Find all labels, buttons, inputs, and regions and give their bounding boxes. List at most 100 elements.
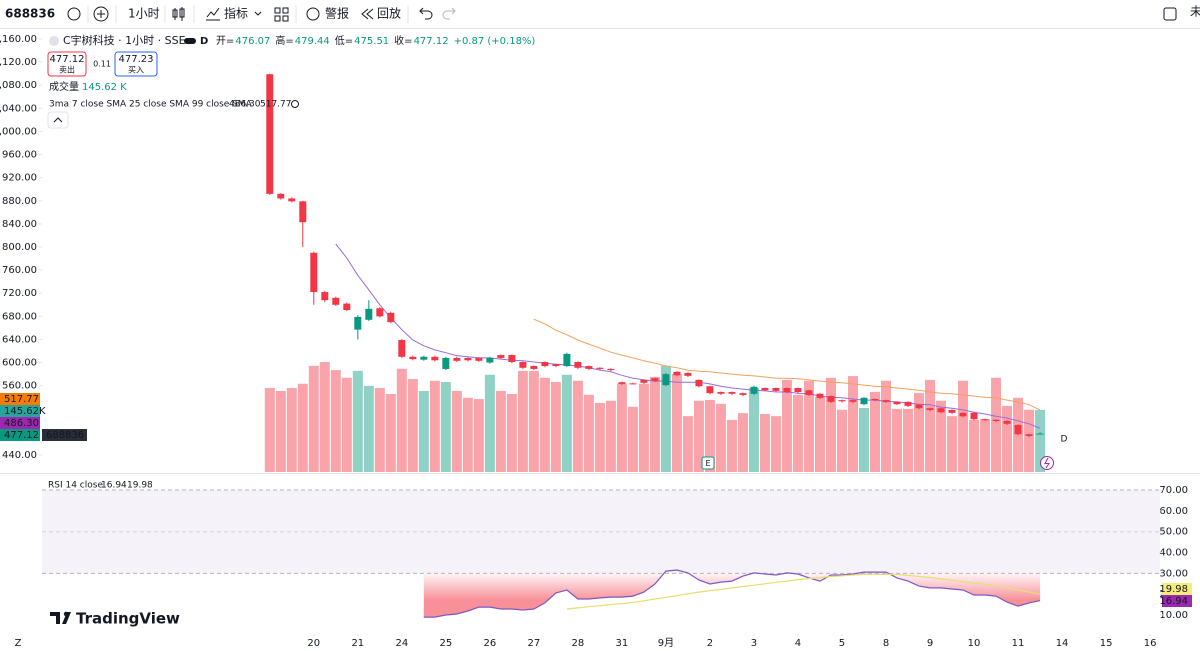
volume-bar bbox=[1024, 409, 1035, 472]
candle-body bbox=[783, 387, 791, 393]
toolbar: 688836 1小时 指标 警报 回放 未 bbox=[0, 0, 1200, 29]
watermark-logo-dot bbox=[63, 611, 69, 617]
candle-body bbox=[904, 401, 912, 406]
x-tick-label: 20 bbox=[307, 638, 320, 649]
volume-bar bbox=[715, 403, 726, 472]
candle-body bbox=[1003, 420, 1011, 424]
volume-bar bbox=[903, 408, 914, 472]
y-tick-label: 920.00 bbox=[2, 173, 37, 184]
candle-body bbox=[640, 379, 648, 383]
sell-price[interactable]: 477.12 bbox=[50, 54, 85, 65]
compare-icon[interactable] bbox=[67, 7, 81, 21]
candle-body bbox=[871, 398, 879, 401]
candle-body bbox=[475, 357, 483, 361]
candle-body bbox=[387, 312, 395, 323]
candle-body bbox=[519, 361, 527, 368]
buy-price[interactable]: 477.23 bbox=[119, 54, 154, 65]
volume-bar bbox=[528, 370, 539, 472]
indicator-line bbox=[566, 573, 1041, 610]
sell-button[interactable] bbox=[47, 51, 87, 77]
x-tick-label: 27 bbox=[528, 638, 541, 649]
candle-body bbox=[453, 357, 461, 361]
y-tick-label: 1,000.00 bbox=[0, 126, 37, 137]
candle-body bbox=[607, 368, 615, 371]
candle-body bbox=[486, 357, 494, 363]
redo-icon[interactable] bbox=[442, 7, 456, 20]
y-tick-label: 60.00 bbox=[1159, 506, 1188, 517]
price-tag-label: 145.62K bbox=[4, 406, 46, 417]
candle-body bbox=[420, 356, 428, 360]
earnings-marker[interactable] bbox=[701, 456, 715, 470]
candle-body bbox=[343, 303, 351, 310]
candle-body bbox=[376, 308, 384, 317]
dividend-marker[interactable]: D bbox=[1061, 435, 1068, 445]
volume-bar bbox=[286, 388, 297, 472]
alert-icon[interactable] bbox=[306, 7, 320, 21]
volume-bar bbox=[881, 380, 892, 472]
volume-bar bbox=[385, 393, 396, 472]
candle-body bbox=[541, 361, 549, 367]
volume-bar bbox=[726, 419, 737, 472]
volume-bar bbox=[495, 390, 506, 472]
volume-bar bbox=[958, 380, 969, 472]
indicator-line bbox=[423, 569, 1041, 618]
buy-button[interactable] bbox=[114, 51, 158, 77]
candle-body bbox=[574, 361, 582, 368]
rsi-tag bbox=[1162, 595, 1192, 607]
price-tag-label: 486.30 bbox=[4, 418, 39, 429]
indicator-line bbox=[533, 318, 1041, 411]
undo-icon[interactable] bbox=[419, 7, 433, 20]
candle-body bbox=[772, 387, 780, 391]
volume-bar bbox=[847, 376, 858, 472]
candle-body bbox=[838, 400, 846, 402]
collapse-button[interactable] bbox=[47, 111, 69, 129]
sell-label[interactable]: 卖出 bbox=[59, 65, 75, 75]
toolbar-cut-off[interactable]: 未 bbox=[1190, 5, 1200, 19]
fullscreen-icon[interactable] bbox=[1163, 7, 1177, 21]
rsi-tag-label: 16.94 bbox=[1159, 596, 1188, 607]
x-tick-label: 8 bbox=[883, 638, 889, 649]
visibility-toggle[interactable] bbox=[184, 38, 196, 44]
candle-body bbox=[1036, 433, 1044, 435]
replay-button[interactable]: 回放 bbox=[377, 6, 401, 21]
add-symbol-icon[interactable] bbox=[93, 6, 109, 22]
ohlc-values: 开= 476.07 高= 479.44 低= 475.51 收= 477.12 +0.87 (+… bbox=[216, 34, 535, 47]
price-tag bbox=[0, 417, 40, 429]
volume-bar bbox=[506, 393, 517, 472]
ma-hidden-icon[interactable] bbox=[291, 100, 299, 108]
alerts-button[interactable]: 警报 bbox=[325, 6, 349, 21]
volume-bar bbox=[517, 370, 528, 472]
candle-body bbox=[750, 386, 758, 394]
candle-body bbox=[860, 397, 868, 405]
candle-body bbox=[805, 390, 813, 395]
volume-bar bbox=[308, 365, 319, 472]
volume-bar bbox=[836, 409, 847, 472]
indicators-icon[interactable] bbox=[206, 7, 220, 21]
layout-icon[interactable] bbox=[274, 7, 289, 22]
corner-label[interactable]: Z bbox=[15, 638, 22, 649]
indicators-button[interactable]: 指标 bbox=[224, 6, 248, 21]
volume-bar bbox=[330, 370, 341, 472]
ma7-legend-value: 486.30 bbox=[229, 100, 261, 110]
volume-bar bbox=[770, 416, 781, 472]
replay-icon[interactable] bbox=[361, 8, 374, 20]
volume-bar bbox=[616, 383, 627, 472]
price-tag bbox=[0, 429, 40, 441]
candle-body bbox=[717, 392, 725, 394]
volume-legend-label: 成交量 bbox=[49, 80, 79, 93]
candle-body bbox=[893, 401, 901, 405]
volume-bar bbox=[550, 382, 561, 472]
dropdown-icon[interactable] bbox=[254, 11, 262, 16]
symbol-search[interactable]: 688836 bbox=[5, 7, 55, 21]
interval-button[interactable]: 1小时 bbox=[128, 7, 160, 21]
volume-bar bbox=[407, 379, 418, 472]
buy-label[interactable]: 买入 bbox=[128, 66, 144, 75]
chart-type-icon[interactable] bbox=[172, 7, 185, 21]
candle-body bbox=[365, 308, 373, 320]
candle-body bbox=[464, 357, 472, 361]
price-tag-label: 517.77 bbox=[4, 394, 39, 405]
volume-bar bbox=[594, 402, 605, 472]
earnings-marker-label[interactable]: E bbox=[705, 459, 710, 468]
x-tick-label: 5 bbox=[839, 638, 845, 649]
